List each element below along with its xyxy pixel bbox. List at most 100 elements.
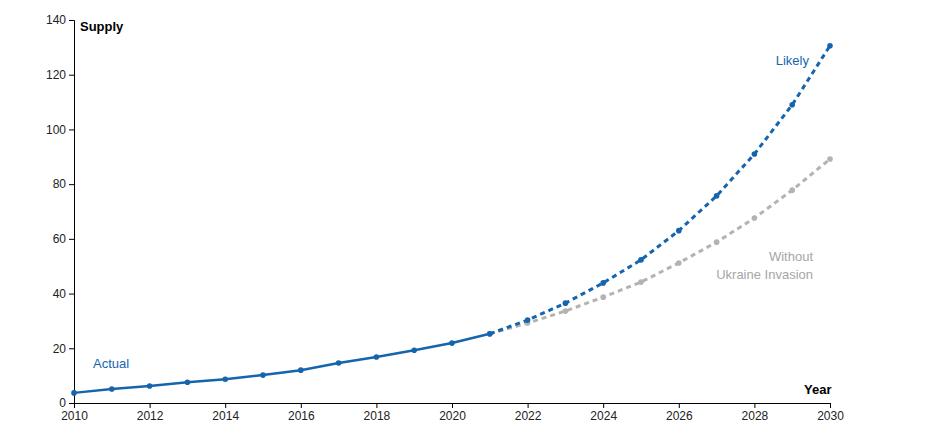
x-tick-label: 2012 xyxy=(137,409,164,423)
y-tick-label: 40 xyxy=(53,287,67,301)
y-tick-label: 80 xyxy=(53,177,67,191)
series-point xyxy=(147,383,153,389)
y-tick: 40 xyxy=(53,287,74,301)
x-tick-label: 2030 xyxy=(817,409,844,423)
x-tick-label: 2028 xyxy=(742,409,769,423)
y-tick-label: 20 xyxy=(53,342,67,356)
chart: 2010 2012 2014 2016 2018 2020 2022 2024 2026 2028… xyxy=(0,0,927,448)
x-tick-label: 2018 xyxy=(364,409,391,423)
x-tick-label: 2016 xyxy=(288,409,315,423)
series-point xyxy=(714,239,720,245)
y-tick-mark xyxy=(69,184,74,185)
y-axis: 0 20 40 60 80 100 120 140 xyxy=(46,13,75,410)
y-tick-label: 60 xyxy=(53,232,67,246)
series-label: WithoutUkraine Invasion xyxy=(716,249,813,282)
series-point xyxy=(600,280,606,286)
series-label: Likely xyxy=(776,53,810,68)
y-tick: 80 xyxy=(53,177,74,191)
x-axis-title: Year xyxy=(804,382,831,397)
series-line xyxy=(74,334,490,393)
series-point xyxy=(827,43,833,49)
y-tick-label: 0 xyxy=(59,396,66,410)
x-tick-label: 2014 xyxy=(212,409,239,423)
y-tick-mark xyxy=(69,348,74,349)
x-tick: 2016 xyxy=(288,403,315,423)
series-line xyxy=(490,46,830,334)
y-tick-mark xyxy=(69,403,74,404)
x-tick-label: 2026 xyxy=(666,409,693,423)
y-tick-mark xyxy=(69,239,74,240)
series-point xyxy=(449,340,455,346)
y-tick-label: 120 xyxy=(46,68,66,82)
x-axis: 2010 2012 2014 2016 2018 2020 2022 2024 2026 2028… xyxy=(61,403,844,423)
y-tick: 20 xyxy=(53,342,74,356)
y-tick-mark xyxy=(69,129,74,130)
series-point xyxy=(487,331,493,337)
x-tick: 2018 xyxy=(364,403,391,423)
x-tick: 2028 xyxy=(742,403,769,423)
x-tick: 2026 xyxy=(666,403,693,423)
x-tick: 2030 xyxy=(817,403,844,423)
series-point xyxy=(411,347,417,353)
series-point xyxy=(827,156,833,162)
series-point xyxy=(676,228,682,234)
x-tick-mark xyxy=(225,403,226,408)
series-label: Actual xyxy=(93,356,129,371)
series-point xyxy=(752,151,758,157)
series-point xyxy=(789,102,795,108)
x-tick-mark xyxy=(754,403,755,408)
x-tick-mark xyxy=(528,403,529,408)
x-tick-label: 2022 xyxy=(515,409,542,423)
x-tick: 2024 xyxy=(590,403,617,423)
series-point xyxy=(260,372,266,378)
x-tick: 2014 xyxy=(212,403,239,423)
series-point xyxy=(563,308,569,314)
series-point xyxy=(563,300,569,306)
x-tick-label: 2010 xyxy=(61,409,88,423)
x-tick-mark xyxy=(376,403,377,408)
series-point xyxy=(789,187,795,193)
series-point xyxy=(714,193,720,199)
y-tick-mark xyxy=(69,294,74,295)
y-tick: 100 xyxy=(46,123,74,137)
y-tick-label: 100 xyxy=(46,123,66,137)
series-point xyxy=(374,354,380,360)
series-point xyxy=(676,260,682,266)
y-tick: 120 xyxy=(46,68,74,82)
x-tick-mark xyxy=(603,403,604,408)
plot: 2010 2012 2014 2016 2018 2020 2022 2024 2026 2028… xyxy=(46,13,844,422)
series-point xyxy=(487,331,493,337)
series-point xyxy=(336,360,342,366)
series-point xyxy=(600,294,606,300)
y-tick: 0 xyxy=(59,396,74,410)
x-tick: 2012 xyxy=(137,403,164,423)
y-tick-mark xyxy=(69,20,74,21)
y-tick-mark xyxy=(69,75,74,76)
y-axis-title: Supply xyxy=(80,19,124,34)
y-axis-line xyxy=(69,21,75,404)
x-tick-label: 2020 xyxy=(439,409,466,423)
series-point xyxy=(638,279,644,285)
series-point xyxy=(752,215,758,221)
series-group xyxy=(71,43,833,396)
x-tick-mark xyxy=(301,403,302,408)
y-tick: 60 xyxy=(53,232,74,246)
series-point xyxy=(638,257,644,263)
x-tick-mark xyxy=(679,403,680,408)
series-point xyxy=(109,386,115,392)
series-point xyxy=(71,390,77,396)
series-point xyxy=(185,379,191,385)
series-point xyxy=(222,376,228,382)
y-tick: 140 xyxy=(46,13,74,27)
x-tick: 2022 xyxy=(515,403,542,423)
series-point xyxy=(525,317,531,323)
series-labels: Actual WithoutUkraine Invasion Likely xyxy=(93,53,813,371)
x-tick-mark xyxy=(830,403,831,408)
y-tick-label: 140 xyxy=(46,13,66,27)
x-tick: 2020 xyxy=(439,403,466,423)
series-point xyxy=(298,367,304,373)
series-point xyxy=(487,331,493,337)
x-tick-mark xyxy=(452,403,453,408)
x-tick-mark xyxy=(150,403,151,408)
x-tick-label: 2024 xyxy=(590,409,617,423)
